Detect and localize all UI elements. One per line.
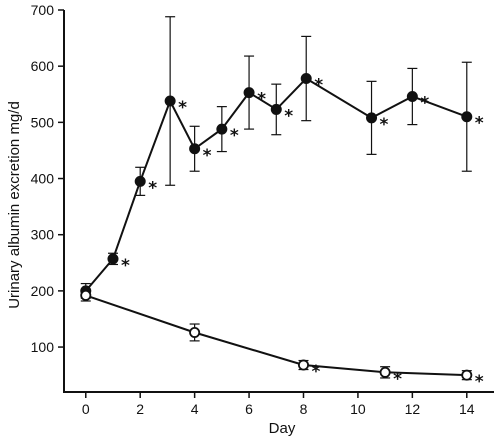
series-group: * * *: [80, 289, 484, 392]
data-point-filled: [300, 73, 312, 85]
data-point-filled: [107, 253, 119, 265]
y-tick-label: 400: [31, 171, 55, 187]
y-axis-title: Urinary albumin excretion mg/d: [6, 101, 23, 309]
significance-star: *: [178, 98, 187, 118]
x-tick-label: 0: [82, 401, 90, 417]
significance-star: *: [121, 256, 130, 276]
x-axis-title: Day: [269, 420, 296, 437]
data-point-filled: [366, 112, 378, 124]
data-point-open: [80, 289, 92, 301]
significance-star: *: [475, 114, 484, 134]
data-point-open: [189, 326, 201, 338]
data-point-filled: [189, 143, 201, 155]
significance-star: *: [148, 178, 157, 198]
x-tick-label: 8: [300, 401, 308, 417]
data-point-open: [461, 369, 473, 381]
significance-star: *: [284, 106, 293, 126]
significance-star: *: [314, 76, 323, 96]
x-tick-label: 4: [191, 401, 199, 417]
data-point-open: [297, 359, 309, 371]
y-tick-label: 500: [31, 114, 55, 130]
significance-star: *: [203, 146, 212, 166]
data-point-filled: [216, 123, 228, 135]
significance-star: *: [380, 115, 389, 135]
significance-star: *: [311, 362, 320, 382]
x-tick-label: 14: [459, 401, 475, 417]
axes: [63, 10, 494, 393]
series-line: [85, 77, 468, 292]
significance-star: *: [393, 369, 402, 389]
data-point-filled: [461, 111, 473, 123]
data-point-filled: [164, 95, 176, 107]
series-line: [85, 294, 467, 377]
y-tick-label: 600: [31, 58, 55, 74]
significance-star: *: [230, 126, 239, 146]
data-point-filled: [134, 175, 146, 187]
y-tick-label: 300: [31, 227, 55, 243]
y-tick-label: 200: [31, 283, 55, 299]
x-tick-label: 10: [350, 401, 366, 417]
data-point-filled: [243, 87, 255, 99]
y-tick-label: 100: [31, 339, 55, 355]
x-tick-label: 2: [136, 401, 144, 417]
series-group: * * * * * * * * * * *: [80, 16, 484, 299]
x-tick-label: 12: [405, 401, 421, 417]
data-point-open: [379, 366, 391, 378]
x-ticks: 0 2 4 6 8 10 12 14: [82, 392, 475, 417]
x-tick-label: 6: [245, 401, 253, 417]
significance-star: *: [420, 94, 429, 114]
data-point-filled: [406, 91, 418, 103]
significance-star: *: [475, 372, 484, 392]
y-ticks: 100 200 300 400 500 600 700: [31, 2, 64, 355]
significance-star: *: [257, 90, 266, 110]
y-tick-label: 700: [31, 2, 55, 18]
data-point-filled: [270, 103, 282, 115]
series-layer: * * * * * * * * * * * * * *: [80, 16, 484, 392]
